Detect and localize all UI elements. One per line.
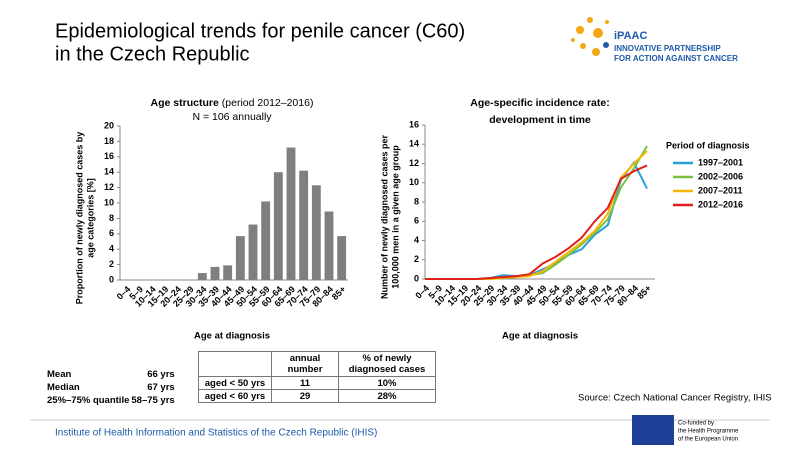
y-tick-label: 10 bbox=[104, 197, 114, 207]
stats-cell: Median bbox=[47, 382, 80, 393]
logo-name: iPAAC bbox=[614, 30, 647, 42]
x-tick-label: 85+ bbox=[330, 284, 348, 302]
bar bbox=[273, 172, 283, 280]
y-tick-label: 12 bbox=[409, 158, 419, 168]
table-row: aged < 60 yrs 29 28% bbox=[198, 389, 436, 403]
legend-label: 2002–2006 bbox=[698, 171, 743, 181]
table-cell: aged < 60 yrs bbox=[198, 389, 272, 403]
table-cell: 11 bbox=[271, 376, 339, 390]
table-cell: aged < 50 yrs bbox=[198, 376, 272, 390]
y-tick-label: 2 bbox=[109, 259, 114, 269]
y-tick-label: 16 bbox=[104, 151, 114, 161]
logo-dots bbox=[571, 17, 609, 56]
chart-subtitle: N = 106 annually bbox=[192, 111, 272, 123]
bar bbox=[223, 265, 233, 280]
line bbox=[425, 150, 648, 280]
eu-flag bbox=[632, 415, 674, 445]
y-tick-label: 4 bbox=[414, 235, 419, 245]
stats-cell: 66 yrs bbox=[147, 369, 175, 380]
eu-text: Co-funded by bbox=[678, 421, 714, 427]
stats-cell: 67 yrs bbox=[147, 382, 175, 393]
y-tick-label: 6 bbox=[109, 228, 114, 238]
eu-text: the Health Programme bbox=[678, 429, 739, 435]
summary-table: annual number% of newly diagnosed cases a… bbox=[198, 351, 436, 403]
title-line: in the Czech Republic bbox=[55, 43, 250, 65]
y-axis-label: Proportion of newly diagnosed cases by bbox=[74, 132, 84, 305]
stats: Mean 66 yrs Median 67 yrs 25%–75% quantile 58… bbox=[46, 368, 176, 407]
stats-cell: 58–75 yrs bbox=[131, 395, 175, 406]
table-cell: 10% bbox=[338, 376, 436, 390]
stats-cell: Mean bbox=[47, 369, 72, 380]
bar bbox=[248, 224, 258, 280]
chart-title: Age-specific incidence rate: bbox=[470, 97, 609, 109]
title-note: (period 2012–2016) bbox=[222, 97, 314, 109]
y-tick-label: 12 bbox=[104, 182, 114, 192]
stats-row: Median 67 yrs bbox=[46, 381, 176, 394]
bar bbox=[324, 211, 334, 280]
y-tick-label: 8 bbox=[414, 196, 419, 206]
eu-text: of the European Union bbox=[678, 437, 738, 443]
footer: Institute of Health Information and Stat… bbox=[55, 428, 377, 439]
table-row: aged < 50 yrs 11 10% bbox=[198, 376, 436, 390]
bar bbox=[210, 266, 220, 280]
table-cell bbox=[198, 351, 272, 377]
title-line: Epidemiological trends for penile cancer… bbox=[55, 20, 465, 42]
stats-row: 25%–75% quantile 58–75 yrs bbox=[46, 394, 176, 407]
table-header: annual number% of newly diagnosed cases bbox=[198, 351, 436, 377]
y-tick-label: 10 bbox=[409, 177, 419, 187]
y-tick-label: 16 bbox=[409, 119, 419, 129]
logo-text: INNOVATIVE PARTNERSHIP bbox=[614, 44, 721, 53]
y-tick-label: 20 bbox=[104, 120, 114, 130]
line bbox=[425, 160, 648, 280]
bar bbox=[311, 185, 321, 280]
y-tick-label: 14 bbox=[409, 139, 419, 149]
title-main: Age structure bbox=[151, 97, 219, 109]
table-header-cell: % of newly diagnosed cases bbox=[338, 351, 436, 377]
x-tick-label: 85+ bbox=[635, 283, 653, 301]
y-tick-label: 0 bbox=[414, 273, 419, 283]
table-header-cell: annual number bbox=[271, 351, 339, 377]
source: Source: Czech National Cancer Registry, … bbox=[578, 393, 772, 404]
table-cell: 29 bbox=[271, 389, 339, 403]
y-axis-label: Number of newly diagnosed cases per bbox=[379, 134, 389, 299]
y-tick-label: 0 bbox=[109, 274, 114, 284]
y-tick-label: 2 bbox=[414, 254, 419, 264]
bar bbox=[261, 201, 271, 280]
bar bbox=[337, 236, 347, 280]
y-tick-label: 14 bbox=[104, 167, 114, 177]
stats-cell: 25%–75% quantile bbox=[47, 395, 130, 406]
line bbox=[425, 164, 648, 280]
bar bbox=[197, 273, 207, 280]
y-tick-label: 6 bbox=[414, 216, 419, 226]
chart-title: Age structure (period 2012–2016) bbox=[151, 97, 314, 109]
chart-title: development in time bbox=[489, 114, 591, 126]
x-axis-label: Age at diagnosis bbox=[502, 331, 578, 342]
stats-row: Mean 66 yrs bbox=[46, 368, 176, 381]
legend-title: Period of diagnosis bbox=[666, 140, 750, 150]
line bbox=[425, 145, 648, 280]
legend-label: 1997–2001 bbox=[698, 157, 743, 167]
logo-text: FOR ACTION AGAINST CANCER bbox=[614, 54, 738, 63]
y-tick-label: 4 bbox=[109, 244, 114, 254]
y-axis-label: age categories [%] bbox=[85, 178, 95, 258]
bar bbox=[235, 236, 245, 280]
legend-label: 2007–2011 bbox=[698, 185, 743, 195]
bar bbox=[286, 147, 296, 280]
legend-label: 2012–2016 bbox=[698, 199, 743, 209]
table-cell: 28% bbox=[338, 389, 436, 403]
y-tick-label: 18 bbox=[104, 136, 114, 146]
x-axis-label: Age at diagnosis bbox=[194, 331, 270, 342]
y-tick-label: 8 bbox=[109, 213, 114, 223]
y-axis-label: 100,000 men in a given age group bbox=[390, 145, 400, 289]
bar bbox=[299, 170, 309, 280]
